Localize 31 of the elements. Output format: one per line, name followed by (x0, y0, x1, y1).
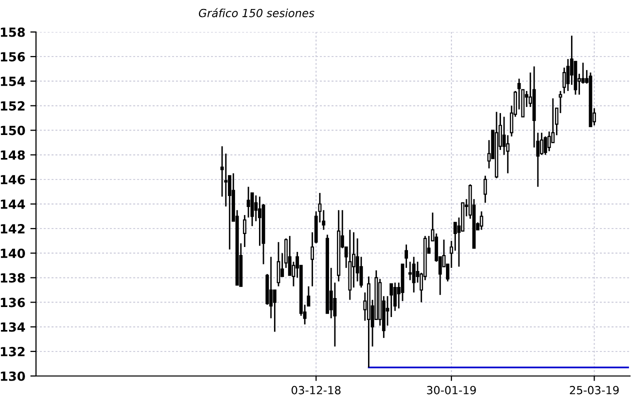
candlestick (480, 210, 484, 230)
y-tick-label: 140 (0, 248, 25, 258)
chart-title: Gráfico 150 sesiones (198, 8, 314, 18)
y-tick-label: 142 (0, 224, 24, 234)
candlestick (258, 196, 262, 246)
x-tick-label: 25-03-19 (570, 386, 619, 394)
candlestick (390, 283, 393, 318)
candlestick (484, 175, 487, 204)
y-tick-label: 156 (0, 52, 25, 62)
y-tick-label: 146 (0, 174, 25, 184)
candlestick (408, 261, 412, 281)
y-tick-label: 144 (0, 200, 26, 209)
candlestick (547, 130, 551, 152)
candlestick (544, 136, 548, 156)
y-tick-label: 154 (0, 76, 26, 86)
candlestick (242, 214, 246, 248)
x-tick-label: 30-01-19 (427, 386, 476, 394)
y-tick-label: 152 (0, 101, 24, 111)
candlestick (273, 289, 276, 332)
y-tick-label: 138 (0, 273, 25, 283)
y-tick-label: 150 (0, 126, 25, 136)
candlestick (276, 241, 280, 288)
candlestick (412, 256, 416, 294)
x-tick-label: 03-12-18 (292, 386, 341, 394)
y-tick-label: 136 (0, 298, 25, 308)
y-tick-label: 130 (0, 371, 25, 381)
y-tick-label: 132 (0, 346, 24, 356)
candlestick (246, 186, 250, 218)
y-tick-label: 134 (0, 322, 26, 332)
y-tick-label: 148 (0, 150, 25, 160)
y-tick-label: 158 (0, 27, 25, 37)
